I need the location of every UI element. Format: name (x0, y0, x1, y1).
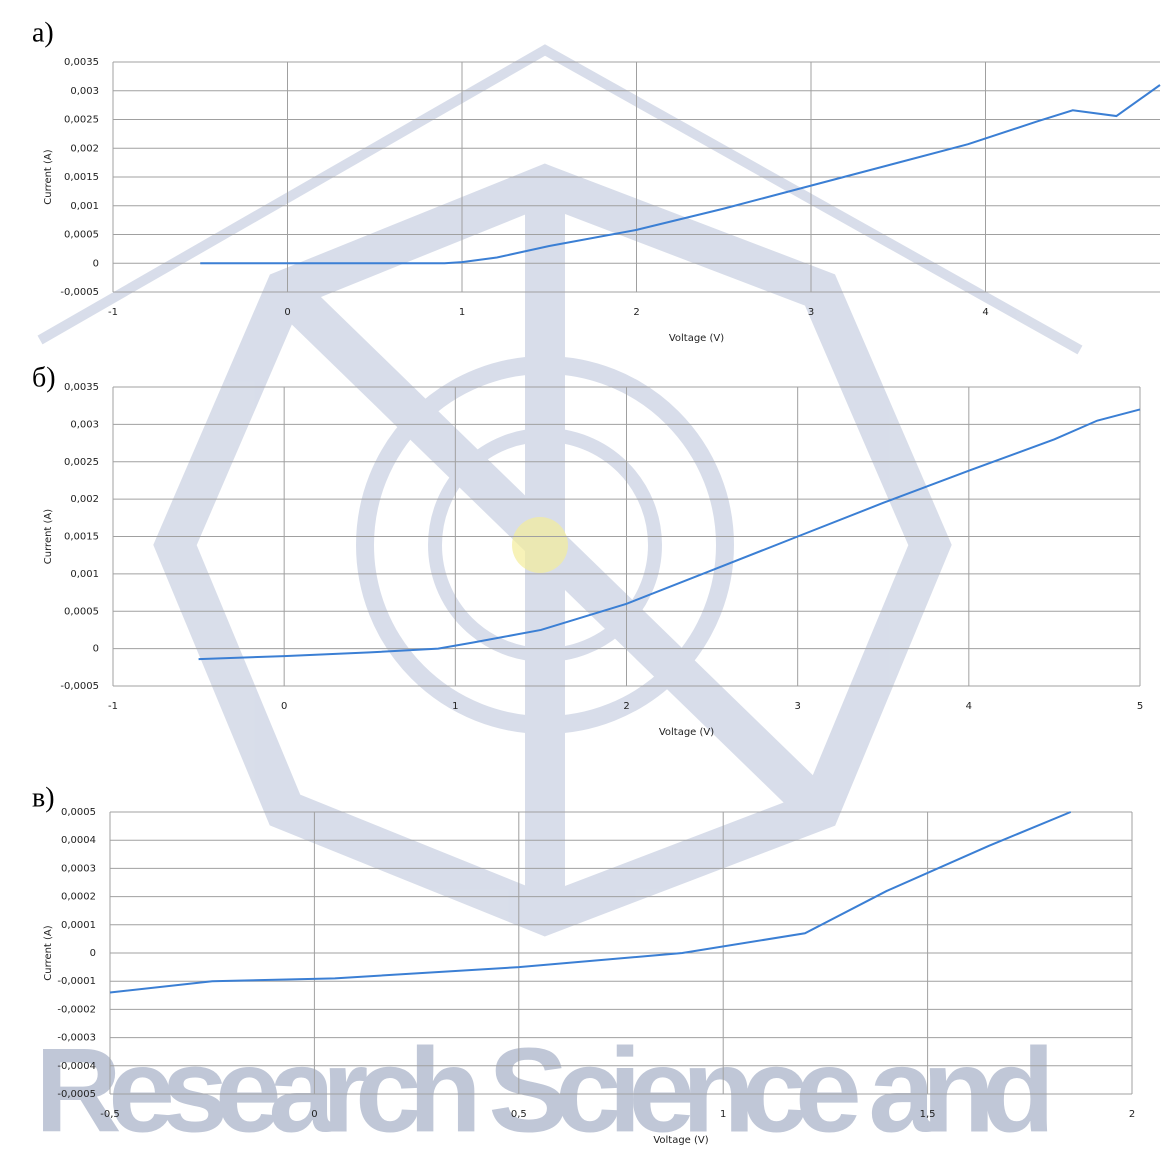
x-tick-label: 1 (459, 307, 465, 318)
data-line (200, 84, 1161, 265)
y-tick-label: -0,0002 (57, 1004, 96, 1015)
y-tick-label: 0,0035 (64, 57, 99, 68)
x-tick-label: 0 (311, 1109, 317, 1120)
panel-label: в) (32, 782, 55, 813)
x-tick-label: 3 (808, 307, 814, 318)
watermark-text: Research Science and (35, 1024, 1055, 1157)
x-tick-label: 0 (281, 701, 287, 712)
y-tick-label: 0,0003 (61, 863, 96, 874)
y-tick-label: -0,0005 (57, 1089, 96, 1100)
y-tick-label: 0,003 (70, 86, 99, 97)
y-axis-label: Current (A) (43, 149, 54, 204)
x-tick-label: 2 (633, 307, 639, 318)
y-tick-label: 0 (93, 644, 99, 655)
y-tick-label: 0,0002 (61, 892, 96, 903)
y-tick-label: 0,0005 (64, 606, 99, 617)
data-line (109, 811, 1072, 994)
y-tick-label: 0,0035 (64, 382, 99, 393)
x-axis-label: Voltage (V) (669, 333, 724, 344)
panel-label: а) (32, 17, 54, 48)
y-tick-label: 0,0025 (64, 457, 99, 468)
x-tick-label: 2 (1129, 1109, 1135, 1120)
y-tick-label: 0,0015 (64, 172, 99, 183)
y-tick-label: 0,003 (70, 419, 99, 430)
x-tick-label: 3 (794, 701, 800, 712)
y-axis-label: Current (A) (43, 925, 54, 980)
y-tick-label: 0,0005 (64, 230, 99, 241)
y-tick-label: 0 (93, 258, 99, 269)
x-tick-label: -1 (108, 701, 118, 712)
x-tick-label: 0 (284, 307, 290, 318)
y-tick-label: -0,0005 (60, 681, 99, 692)
watermark-logo (37, 44, 1083, 937)
y-tick-label: 0,0025 (64, 115, 99, 126)
data-line (198, 408, 1141, 661)
y-axis-label: Current (A) (43, 509, 54, 564)
x-tick-label: 0,5 (511, 1109, 527, 1120)
y-tick-label: -0,0003 (57, 1033, 96, 1044)
watermark-bulb (512, 517, 568, 573)
x-axis-label: Voltage (V) (653, 1135, 708, 1146)
x-tick-label: 5 (1137, 701, 1143, 712)
x-tick-label: 4 (966, 701, 972, 712)
y-tick-label: 0,001 (70, 569, 99, 580)
x-tick-label: -1 (108, 307, 118, 318)
y-tick-label: 0,001 (70, 201, 99, 212)
x-tick-label: 4 (982, 307, 988, 318)
y-tick-label: 0,0005 (61, 807, 96, 818)
y-tick-label: 0,002 (70, 143, 99, 154)
y-tick-label: -0,0004 (57, 1061, 96, 1072)
y-tick-label: 0,0004 (61, 835, 96, 846)
x-tick-label: 1 (452, 701, 458, 712)
x-axis-label: Voltage (V) (659, 727, 714, 738)
x-tick-label: 1,5 (920, 1109, 936, 1120)
y-tick-label: -0,0001 (57, 976, 96, 987)
x-tick-label: -0,5 (100, 1109, 120, 1120)
y-tick-label: 0,002 (70, 494, 99, 505)
panel-label: б) (32, 362, 56, 393)
y-tick-label: 0 (90, 948, 96, 959)
y-tick-label: 0,0001 (61, 920, 96, 931)
y-tick-label: -0,0005 (60, 287, 99, 298)
x-tick-label: 2 (623, 701, 629, 712)
x-tick-label: 1 (720, 1109, 726, 1120)
y-tick-label: 0,0015 (64, 532, 99, 543)
